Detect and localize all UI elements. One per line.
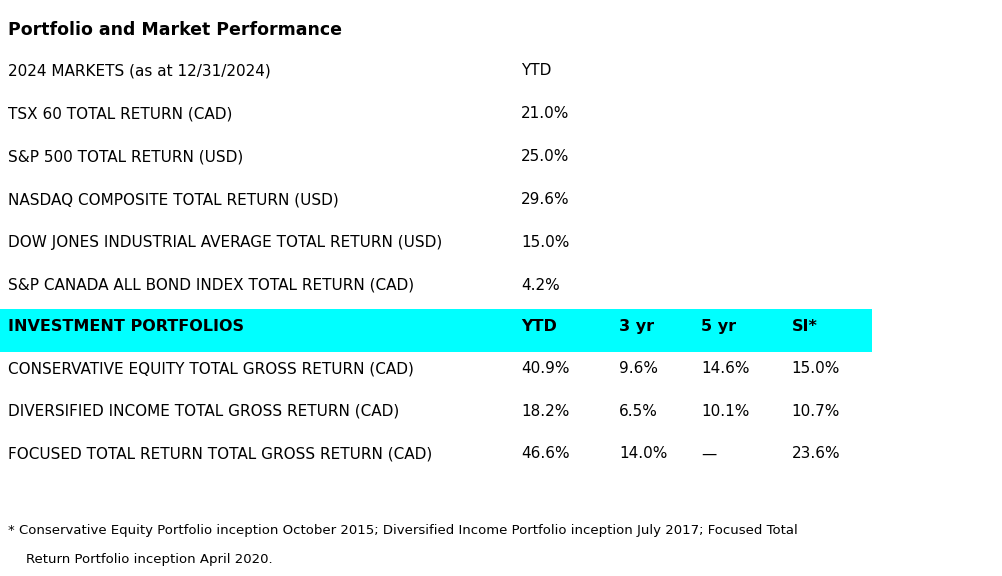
Text: NASDAQ COMPOSITE TOTAL RETURN (USD): NASDAQ COMPOSITE TOTAL RETURN (USD) xyxy=(8,192,339,207)
Text: DIVERSIFIED INCOME TOTAL GROSS RETURN (CAD): DIVERSIFIED INCOME TOTAL GROSS RETURN (C… xyxy=(8,404,399,419)
Text: S&P 500 TOTAL RETURN (USD): S&P 500 TOTAL RETURN (USD) xyxy=(8,149,243,164)
Text: TSX 60 TOTAL RETURN (CAD): TSX 60 TOTAL RETURN (CAD) xyxy=(8,106,232,122)
Text: DOW JONES INDUSTRIAL AVERAGE TOTAL RETURN (USD): DOW JONES INDUSTRIAL AVERAGE TOTAL RETUR… xyxy=(8,235,442,250)
Bar xyxy=(0,309,872,352)
Text: 14.0%: 14.0% xyxy=(619,446,667,461)
Text: 46.6%: 46.6% xyxy=(521,446,570,461)
Text: S&P CANADA ALL BOND INDEX TOTAL RETURN (CAD): S&P CANADA ALL BOND INDEX TOTAL RETURN (… xyxy=(8,278,414,293)
Text: 18.2%: 18.2% xyxy=(521,404,569,419)
Text: FOCUSED TOTAL RETURN TOTAL GROSS RETURN (CAD): FOCUSED TOTAL RETURN TOTAL GROSS RETURN … xyxy=(8,446,432,461)
Text: 10.7%: 10.7% xyxy=(792,404,840,419)
Text: Return Portfolio inception April 2020.: Return Portfolio inception April 2020. xyxy=(26,553,273,566)
Text: 9.6%: 9.6% xyxy=(619,361,658,376)
Text: YTD: YTD xyxy=(521,319,557,334)
Text: 25.0%: 25.0% xyxy=(521,149,569,164)
Text: 3 yr: 3 yr xyxy=(619,319,654,334)
Text: 15.0%: 15.0% xyxy=(521,235,569,250)
Text: 14.6%: 14.6% xyxy=(701,361,749,376)
Text: INVESTMENT PORTFOLIOS: INVESTMENT PORTFOLIOS xyxy=(8,319,244,334)
Text: * Conservative Equity Portfolio inception October 2015; Diversified Income Portf: * Conservative Equity Portfolio inceptio… xyxy=(8,524,798,537)
Text: 4.2%: 4.2% xyxy=(521,278,560,293)
Text: 6.5%: 6.5% xyxy=(619,404,658,419)
Text: 15.0%: 15.0% xyxy=(792,361,840,376)
Text: 40.9%: 40.9% xyxy=(521,361,569,376)
Text: 23.6%: 23.6% xyxy=(792,446,841,461)
Text: 21.0%: 21.0% xyxy=(521,106,569,122)
Text: Portfolio and Market Performance: Portfolio and Market Performance xyxy=(8,21,342,39)
Text: 5 yr: 5 yr xyxy=(701,319,736,334)
Text: 2024 MARKETS (as at 12/31/2024): 2024 MARKETS (as at 12/31/2024) xyxy=(8,63,271,78)
Text: 29.6%: 29.6% xyxy=(521,192,570,207)
Text: YTD: YTD xyxy=(521,63,551,78)
Text: SI*: SI* xyxy=(792,319,818,334)
Text: —: — xyxy=(701,446,716,461)
Text: 10.1%: 10.1% xyxy=(701,404,749,419)
Text: CONSERVATIVE EQUITY TOTAL GROSS RETURN (CAD): CONSERVATIVE EQUITY TOTAL GROSS RETURN (… xyxy=(8,361,414,376)
